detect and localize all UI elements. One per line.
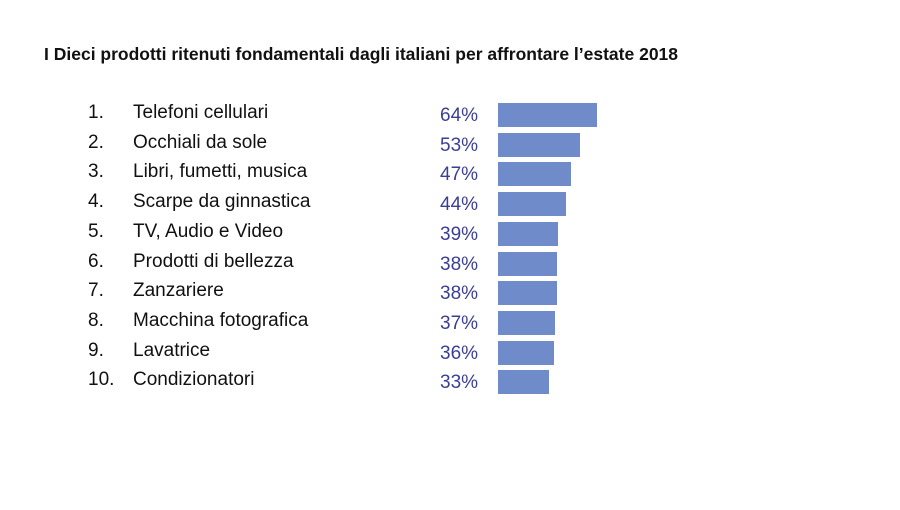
bar <box>498 103 597 127</box>
category-label: Telefoni cellulari <box>133 102 269 123</box>
bar <box>498 340 554 365</box>
rank-label: 5. <box>88 220 104 242</box>
bar <box>498 192 566 217</box>
category-label: Scarpe da ginnastica <box>133 191 311 213</box>
category-label: TV, Audio e Video <box>133 220 284 242</box>
bar <box>498 162 571 187</box>
rank-label: 4. <box>88 191 104 213</box>
bar <box>498 281 557 306</box>
value-label: 33% <box>440 372 479 394</box>
bar <box>498 132 580 157</box>
category-label: Occhiali da sole <box>133 131 268 153</box>
category-label: Libri, fumetti, musica <box>133 161 308 183</box>
rank-label: 3. <box>88 161 104 183</box>
category-label: Zanzariere <box>133 280 224 302</box>
bar <box>498 310 555 335</box>
category-label: Condizionatori <box>133 369 255 391</box>
bar <box>498 221 558 246</box>
category-label: Prodotti di bellezza <box>133 250 294 272</box>
value-label: 38% <box>440 253 479 275</box>
value-label: 64% <box>440 105 479 126</box>
rank-label: 9. <box>88 339 104 361</box>
bar <box>498 251 557 276</box>
value-label: 53% <box>440 134 479 156</box>
value-label: 47% <box>440 164 479 186</box>
rank-label: 10. <box>88 369 115 391</box>
value-label: 38% <box>440 283 479 305</box>
value-label: 39% <box>440 223 479 245</box>
category-label: Macchina fotografica <box>133 309 309 331</box>
rank-label: 2. <box>88 131 104 153</box>
category-label: Lavatrice <box>133 339 211 361</box>
value-label: 44% <box>440 194 479 216</box>
chart-title: I Dieci prodotti ritenuti fondamentali d… <box>44 44 679 64</box>
rank-label: 1. <box>88 102 104 123</box>
rank-label: 8. <box>88 309 104 331</box>
value-label: 37% <box>440 312 479 334</box>
rank-label: 7. <box>88 280 104 302</box>
value-label: 36% <box>440 342 479 364</box>
bar <box>498 370 549 395</box>
rank-label: 6. <box>88 250 104 272</box>
